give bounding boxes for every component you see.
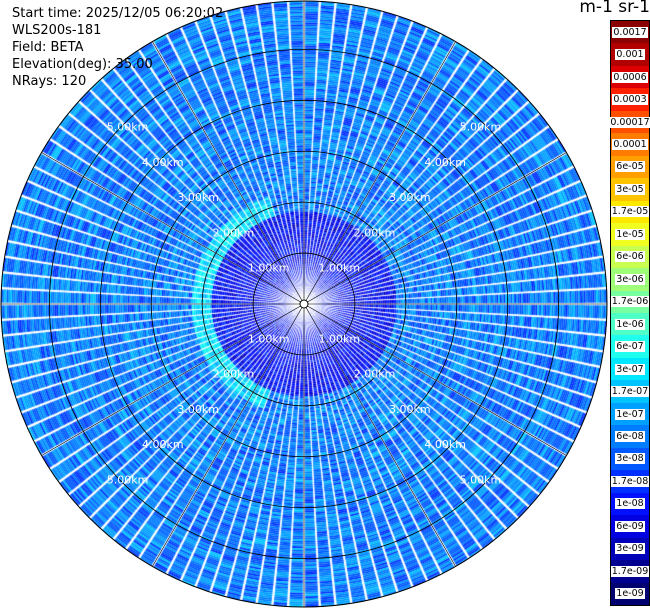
colorbar-tick-label: 3e-06 bbox=[615, 273, 645, 285]
colorbar-tick-label: 1.7e-06 bbox=[610, 296, 650, 308]
elevation-label: Elevation(deg): 35.00 bbox=[12, 57, 153, 72]
colorbar-swatch: 3e-07 bbox=[611, 357, 649, 381]
colorbar-swatch: 1.7e-06 bbox=[610, 290, 650, 313]
colorbar-swatch: 1e-06 bbox=[611, 313, 649, 336]
range-ring bbox=[150, 150, 458, 458]
range-ring-label: 4.00km bbox=[424, 156, 466, 169]
colorbar-tick-label: 1.7e-05 bbox=[610, 206, 650, 218]
colorbar-tick-label: 0.0001 bbox=[612, 139, 648, 151]
range-ring-label: 1.00km bbox=[318, 332, 360, 345]
colorbar-tick-label: 0.0003 bbox=[612, 94, 648, 106]
range-ring-label: 2.00km bbox=[354, 368, 396, 381]
colorbar-swatch: 0.0003 bbox=[611, 88, 649, 111]
range-ring-label: 5.00km bbox=[107, 473, 149, 486]
outer-ring bbox=[0, 0, 608, 608]
colorbar-swatch: 1e-05 bbox=[611, 223, 649, 246]
range-ring-label: 4.00km bbox=[142, 438, 184, 451]
range-ring-label: 2.00km bbox=[213, 226, 255, 239]
range-ring-label: 4.00km bbox=[142, 156, 184, 169]
colorbar-swatch: 3e-08 bbox=[611, 447, 649, 471]
colorbar-swatch: 1e-07 bbox=[611, 402, 649, 426]
colorbar-tick-label: 1.7e-09 bbox=[610, 565, 650, 577]
range-ring-label: 3.00km bbox=[389, 191, 431, 204]
colorbar-tick-label: 3e-08 bbox=[615, 453, 645, 465]
azimuth-spoke bbox=[41, 152, 305, 305]
colorbar-tick-label: 1.7e-07 bbox=[610, 386, 650, 398]
colorbar-swatch: 1e-08 bbox=[611, 492, 649, 516]
range-ring-label: 4.00km bbox=[424, 438, 466, 451]
azimuth-spoke bbox=[303, 303, 567, 456]
colorbar-tick-label: 1e-09 bbox=[615, 588, 645, 600]
colorbar-swatch: 1e-09 bbox=[611, 582, 649, 605]
colorbar-swatch: 1.7e-05 bbox=[610, 200, 650, 224]
colorbar-title: m-1 sr-1 bbox=[579, 0, 650, 17]
azimuth-spoke bbox=[152, 303, 305, 567]
colorbar-swatch: 1.7e-07 bbox=[610, 380, 650, 403]
colorbar-tick-label: 1.7e-08 bbox=[610, 475, 650, 487]
range-ring-label: 5.00km bbox=[460, 121, 502, 134]
azimuth-spoke bbox=[41, 303, 305, 456]
colorbar-swatch: 0.0001 bbox=[611, 133, 649, 156]
colorbar-tick-label: 6e-06 bbox=[615, 251, 645, 263]
scan-info: Start time: 2025/12/05 06:20:02 WLS200s-… bbox=[12, 5, 223, 90]
range-ring-label: 1.00km bbox=[248, 332, 290, 345]
radar-site-marker bbox=[299, 299, 309, 309]
colorbar-swatch: 6e-06 bbox=[611, 245, 649, 269]
field-label: Field: BETA bbox=[12, 40, 84, 55]
colorbar-swatch: 0.0017 bbox=[611, 21, 649, 44]
colorbar-tick-label: 3e-09 bbox=[615, 543, 645, 555]
azimuth-spoke bbox=[303, 41, 456, 305]
nrays-label: NRays: 120 bbox=[12, 74, 87, 89]
colorbar-tick-label: 0.0006 bbox=[612, 71, 648, 83]
colorbar-swatch: 3e-09 bbox=[611, 537, 649, 561]
start-time-label: Start time: 2025/12/05 06:20:02 bbox=[12, 6, 224, 21]
colorbar-tick-label: 3e-05 bbox=[615, 183, 645, 195]
range-ring bbox=[48, 48, 560, 560]
range-ring-label: 2.00km bbox=[354, 226, 396, 239]
colorbar-tick-label: 3e-07 bbox=[615, 363, 645, 375]
colorbar-swatch: 3e-05 bbox=[611, 178, 649, 201]
colorbar-tick-label: 6e-07 bbox=[615, 341, 645, 353]
colorbar-tick-label: 0.0017 bbox=[612, 26, 648, 38]
colorbar-tick-label: 6e-09 bbox=[615, 520, 645, 532]
azimuth-spoke bbox=[303, 152, 567, 305]
range-ring-label: 5.00km bbox=[460, 473, 502, 486]
instrument-label: WLS200s-181 bbox=[12, 23, 102, 38]
range-ring-label: 3.00km bbox=[389, 403, 431, 416]
range-ring bbox=[201, 201, 407, 407]
range-ring-label: 1.00km bbox=[248, 262, 290, 275]
colorbar-swatch: 6e-09 bbox=[611, 515, 649, 538]
range-ring-label: 2.00km bbox=[213, 368, 255, 381]
colorbar-swatch: 1.7e-08 bbox=[610, 470, 650, 493]
range-ring-label: 5.00km bbox=[107, 121, 149, 134]
range-ring-label: 3.00km bbox=[177, 191, 219, 204]
colorbar-swatch: 6e-08 bbox=[611, 425, 649, 448]
azimuth-spoke bbox=[303, 303, 456, 567]
colorbar-tick-label: 1e-06 bbox=[615, 318, 645, 330]
colorbar-swatch: 6e-05 bbox=[611, 155, 649, 179]
colorbar-tick-label: 0.00017 bbox=[609, 116, 650, 128]
colorbar-tick-label: 0.001 bbox=[615, 49, 645, 61]
range-ring-label: 3.00km bbox=[177, 403, 219, 416]
colorbar-tick-label: 1e-07 bbox=[615, 408, 645, 420]
colorbar-tick-label: 6e-08 bbox=[615, 431, 645, 443]
azimuth-spoke bbox=[152, 41, 305, 305]
colorbar-swatch: 1.7e-09 bbox=[610, 560, 650, 583]
colorbar-tick-label: 6e-05 bbox=[615, 161, 645, 173]
colorbar-tick-label: 1e-08 bbox=[615, 498, 645, 510]
colorbar-swatch: 6e-07 bbox=[611, 335, 649, 358]
range-ring bbox=[252, 252, 356, 356]
range-ring-label: 1.00km bbox=[318, 262, 360, 275]
colorbar-swatch: 3e-06 bbox=[611, 268, 649, 291]
range-ring-overlay: 1.00km 1.00km 1.00km 1.00km 2.00km 2.00km 2.00… bbox=[0, 0, 608, 608]
colorbar-swatch: 0.0006 bbox=[611, 65, 649, 89]
range-ring bbox=[99, 99, 509, 509]
colorbar-swatch: 0.001 bbox=[611, 43, 649, 66]
colorbar-tick-label: 1e-05 bbox=[615, 228, 645, 240]
colorbar: 0.0017 0.001 0.0006 0.0003 0.00017 0.0001 6e-0… bbox=[609, 20, 650, 606]
colorbar-swatch: 0.00017 bbox=[609, 110, 650, 134]
